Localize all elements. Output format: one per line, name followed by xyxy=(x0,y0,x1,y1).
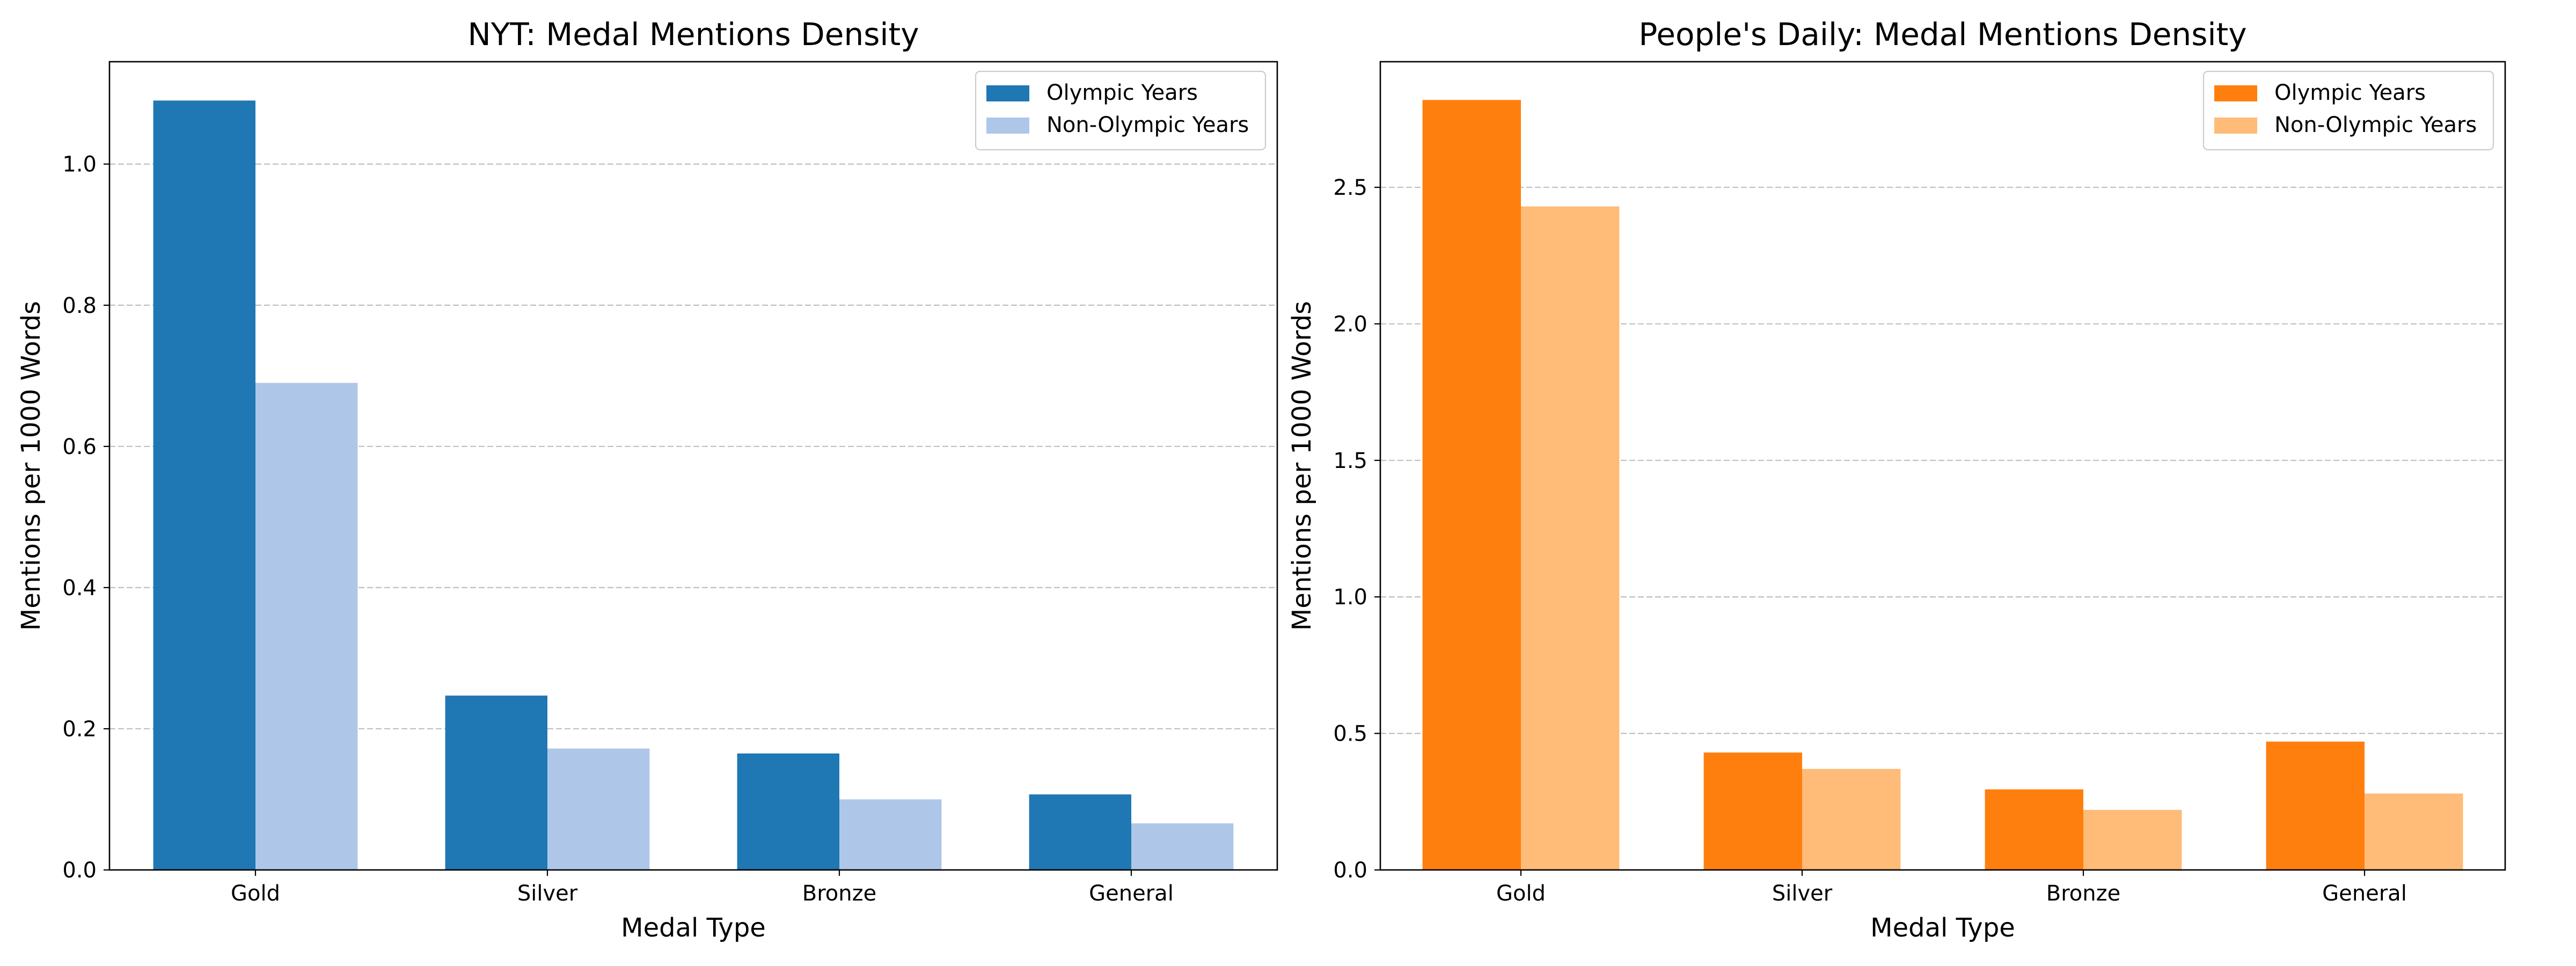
bar-non-olympic-general xyxy=(1131,823,1234,870)
bar-olympic-general xyxy=(2266,741,2365,870)
legend-box xyxy=(975,70,1267,151)
x-tick-label-gold: Gold xyxy=(231,881,280,906)
bar-non-olympic-general xyxy=(2365,793,2463,870)
bar-olympic-gold xyxy=(153,100,255,870)
chart-title: People's Daily: Medal Mentions Density xyxy=(1638,16,2246,53)
y-tick-label: 0.0 xyxy=(62,858,97,883)
axes-frame xyxy=(1379,61,2506,871)
x-tick-label-bronze: Bronze xyxy=(802,881,876,906)
bar-olympic-bronze xyxy=(1985,789,2083,870)
y-tick-label: 0.8 xyxy=(62,294,97,318)
legend: Olympic Years Non-Olympic Years xyxy=(975,70,1267,151)
bar-non-olympic-silver xyxy=(547,748,650,870)
chart-panel-2: 0.0 0.5 1.0 1.5 2.0 2.5 Gold Silver Bronze Genera… xyxy=(1287,16,2506,943)
legend: Olympic Years Non-Olympic Years xyxy=(2202,70,2494,151)
x-tick-label-silver: Silver xyxy=(1772,881,1833,906)
y-tick-label: 0.4 xyxy=(62,576,97,601)
bar-non-olympic-bronze xyxy=(839,799,942,870)
y-tick-label: 1.0 xyxy=(62,152,97,177)
x-tick-label-gold: Gold xyxy=(1496,881,1546,906)
legend-swatch-non-olympic xyxy=(986,118,1029,134)
y-axis-label: Mentions per 1000 Words xyxy=(1287,301,1317,631)
x-tick-label-silver: Silver xyxy=(517,881,578,906)
bar-non-olympic-bronze xyxy=(2083,810,2182,870)
y-tick-label: 1.0 xyxy=(1333,585,1367,610)
bar-olympic-silver xyxy=(1703,752,1802,870)
legend-swatch-non-olympic xyxy=(2214,118,2257,134)
chart-panel-1: 0.0 0.2 0.4 0.6 0.8 1.0 Gold Silver Bronze Genera… xyxy=(16,16,1278,943)
y-tick-label: 0.5 xyxy=(1333,722,1367,747)
bar-olympic-bronze xyxy=(737,753,839,870)
x-tick-label-general: General xyxy=(1089,881,1174,906)
y-tick-label: 1.5 xyxy=(1333,449,1367,473)
legend-label-non-olympic: Non-Olympic Years xyxy=(1046,113,1249,137)
x-tick-label-bronze: Bronze xyxy=(2046,881,2120,906)
y-tick-label: 0.6 xyxy=(62,435,97,459)
legend-label-olympic: Olympic Years xyxy=(1046,80,1198,105)
axes-frame xyxy=(108,61,1278,871)
bar-olympic-general xyxy=(1029,794,1131,870)
y-tick-label: 2.5 xyxy=(1333,175,1367,200)
y-tick-label: 0.0 xyxy=(1333,858,1367,883)
bar-olympic-silver xyxy=(445,696,547,870)
chart-title: NYT: Medal Mentions Density xyxy=(467,16,919,53)
bar-non-olympic-silver xyxy=(1802,769,1901,870)
legend-box xyxy=(2202,70,2494,151)
x-axis-label: Medal Type xyxy=(621,913,766,943)
x-axis-label: Medal Type xyxy=(1870,913,2015,943)
y-axis-label: Mentions per 1000 Words xyxy=(16,301,46,631)
legend-label-olympic: Olympic Years xyxy=(2274,80,2426,105)
bar-non-olympic-gold xyxy=(255,383,358,870)
y-tick-label: 2.0 xyxy=(1333,312,1367,336)
bar-non-olympic-gold xyxy=(1521,206,1620,870)
bar-olympic-gold xyxy=(1422,100,1521,870)
y-tick-label: 0.2 xyxy=(62,717,97,742)
x-tick-label-general: General xyxy=(2322,881,2407,906)
legend-swatch-olympic xyxy=(986,85,1029,101)
legend-swatch-olympic xyxy=(2214,85,2257,101)
legend-label-non-olympic: Non-Olympic Years xyxy=(2274,113,2477,137)
